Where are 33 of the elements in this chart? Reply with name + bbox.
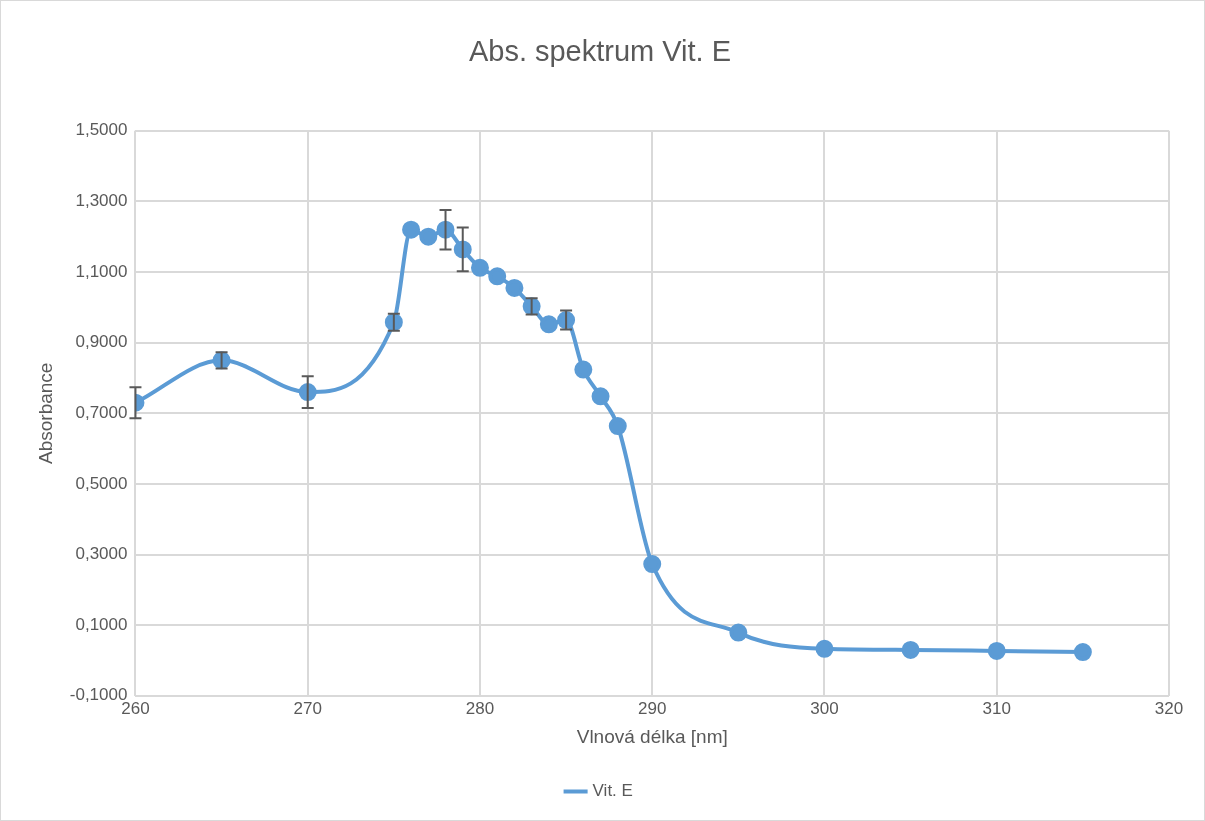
x-tick-label: 320 [1154,698,1184,718]
x-axis-title: Vlnová délka [nm] [576,725,728,747]
x-tick-label: 270 [293,698,322,718]
point [815,639,834,658]
y-tick-label: 0,7000 [75,402,128,422]
y-tick-label: 1,3000 [75,191,128,211]
point [591,387,610,406]
point [901,640,920,659]
x-tick-label: 280 [465,698,495,718]
x-tick-label: 300 [810,698,839,718]
point [574,360,593,379]
y-tick-label: 0,9000 [75,332,128,352]
x-tick-label: 310 [982,698,1011,718]
y-tick-label: 1,1000 [75,261,128,281]
y-tick-label: 0,3000 [75,544,128,564]
legend-label: Vit. E [592,781,633,801]
x-tick-label: 290 [638,698,667,718]
point [608,417,627,436]
point [987,641,1006,660]
point [729,623,748,642]
point [419,227,438,246]
point [470,258,489,277]
y-tick-label: 0,5000 [75,473,128,493]
point [539,315,558,334]
y-tick-label: 1,5000 [75,120,128,140]
point [1073,643,1092,662]
point [643,555,662,574]
y-tick-label: 0,1000 [75,614,128,634]
point [505,278,524,297]
chart-title: Abs. spektrum Vit. E [468,35,732,68]
point [488,267,507,286]
point [402,220,421,239]
y-axis-title: Absorbance [34,362,56,464]
